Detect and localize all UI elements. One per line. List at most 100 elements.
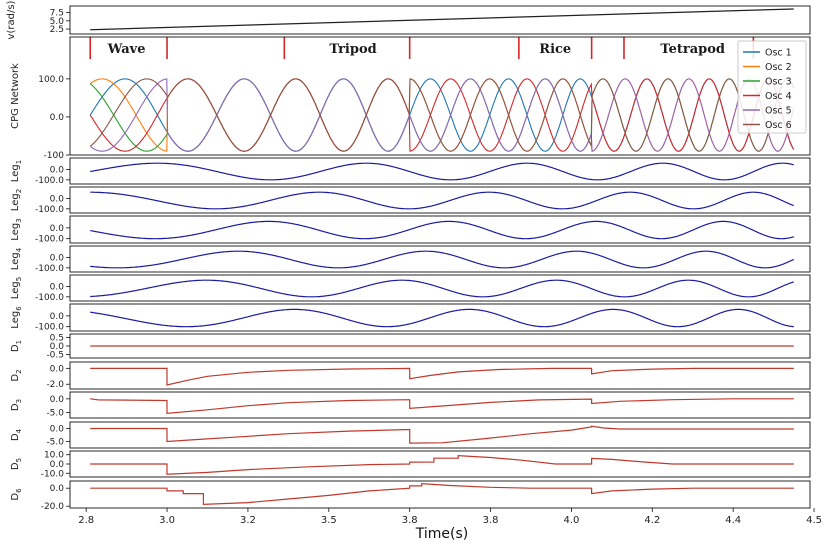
y-tick-label: -2.0 [46,380,64,390]
panel-d6: 0.0 -20.0 D6 [10,480,811,512]
d5-line [90,454,794,475]
y-tick-label: 0.0 [50,364,65,374]
leg5-angle-line [90,279,794,298]
plot-area [90,398,794,414]
panel-frame [69,36,811,156]
leg4-angle-line [90,250,795,269]
panel-frame [69,421,811,449]
plot-area [90,367,794,386]
y-tick-label: -100 [44,151,65,161]
panel-d3: 0.0 -5.0 D3 [10,391,811,419]
panel-velocity: 2.55.07.5 v(rad/s) [6,0,811,39]
plot-area [90,279,794,298]
x-tick-label: 3.8 [402,515,418,526]
panel-frame [69,157,811,185]
y-tick-label: 0.0 [50,224,65,234]
y-axis-label-text: D [10,462,21,470]
y-axis-label: D3 [10,399,23,411]
y-tick-label: -0.5 [46,351,64,361]
y-axis-label-text: Leg [10,223,21,241]
y-tick-label: 0.0 [50,342,65,352]
gait-label-tripod: Tripod [329,42,376,57]
panel-frame [69,5,811,35]
plot-area [90,308,794,328]
x-tick-label: 3.0 [159,515,175,526]
panel-leg3: 0.0-100.0 Leg3 [10,215,811,245]
y-tick-label: -100.0 [35,323,64,333]
panel-d5: 10.00.0-10.0 D5 [10,450,811,479]
leg2-angle-line [90,191,795,210]
x-tick-label: 3.2 [240,515,256,526]
y-axis-label-subscript: 2 [15,369,23,373]
y-tick-label: -100.0 [35,264,64,274]
panel-frame [69,215,811,244]
y-tick-label: 0.5 [50,333,64,343]
gait-label-tetrapod: Tetrapod [660,42,725,57]
d6-line [90,483,794,506]
panel-d4: 0.0 -5.0 D4 [10,421,811,449]
y-axis-label: D4 [10,428,23,441]
y-axis-label: Leg6 [10,306,23,329]
y-tick-label: 10.0 [44,451,64,461]
gait-label-wave: Wave [107,42,146,57]
d2-line [90,367,794,386]
panel-frame [69,186,811,214]
x-axis: 2.8 3.0 3.2 3.5 3.8 3.8 4.0 4.2 4.4 4.5 [78,508,822,526]
x-tick-label: 2.8 [78,515,94,526]
y-axis-label-text: D [10,374,21,382]
plot-area [90,191,795,210]
y-axis-label-text: D [10,403,21,411]
y-axis-label-text: Leg [10,193,21,211]
y-axis-label: Leg2 [10,189,23,211]
y-tick-label: 0.0 [50,282,65,292]
y-tick-label: -10.0 [41,469,65,479]
panel-frame [69,361,811,390]
y-axis-label-text: D [10,433,21,441]
y-tick-label: 0.0 [50,253,65,263]
y-tick-label: 0.0 [50,425,65,435]
panel-frame [69,450,811,478]
y-axis-label-text: Leg [10,311,21,329]
y-tick-label: 7.5 [50,9,64,19]
panel-cpg: -100 0.0 100.0 CPG Network Wave Tripod Rice Tet… [10,36,811,161]
y-axis-label-text: CPG Network [10,63,21,129]
y-axis-label-subscript: 4 [15,428,23,433]
y-axis-label: Leg1 [10,160,23,182]
y-axis-label-subscript: 6 [15,488,23,493]
y-tick-label: -100.0 [35,235,64,245]
plot-area [90,8,794,31]
panels-group: 2.55.07.5 v(rad/s) -100 0.0 100.0 CPG Network… [6,0,811,512]
panel-d2: 0.0 -2.0 D2 [10,361,811,390]
d3-line [90,398,794,414]
panel-frame [69,391,811,419]
plot-area [90,162,794,181]
panel-leg2: 0.0-100.0 Leg2 [10,186,811,215]
y-axis-label: v(rad/s) [6,0,17,39]
legend-entry: Osc 5 [765,106,792,117]
panel-leg5: 0.0-100.0 Leg5 [10,274,811,303]
x-tick-label: 4.0 [563,515,579,526]
y-tick-label: 0.0 [50,484,65,494]
y-axis-label-text: Leg [10,164,21,182]
y-tick-label: 0.0 [50,312,65,322]
oscillator-6-line [89,78,795,152]
plot-area [90,220,795,240]
y-axis-label-subscript: 1 [15,340,23,344]
panel-frame [69,245,811,273]
velocity-line [90,8,794,31]
x-tick-label: 4.2 [644,515,660,526]
y-axis-label-subscript: 3 [15,218,23,222]
leg1-angle-line [90,162,794,181]
legend-entry: Osc 3 [765,77,792,88]
y-tick-label: 0.0 [50,460,65,470]
y-tick-label: 0.0 [50,165,65,175]
y-tick-label: -5.0 [46,409,64,419]
panel-d1: 0.50.0-0.5 D1 [10,333,811,361]
y-tick-label: 0.0 [50,194,65,204]
y-axis-label-text: D [10,344,21,352]
oscillator-4-line [89,78,795,152]
y-axis-label-text: Leg [10,281,21,299]
legend-entry: Osc 4 [765,91,792,102]
y-axis-label-subscript: 5 [15,458,23,462]
y-axis-label-subscript: 3 [15,399,23,403]
